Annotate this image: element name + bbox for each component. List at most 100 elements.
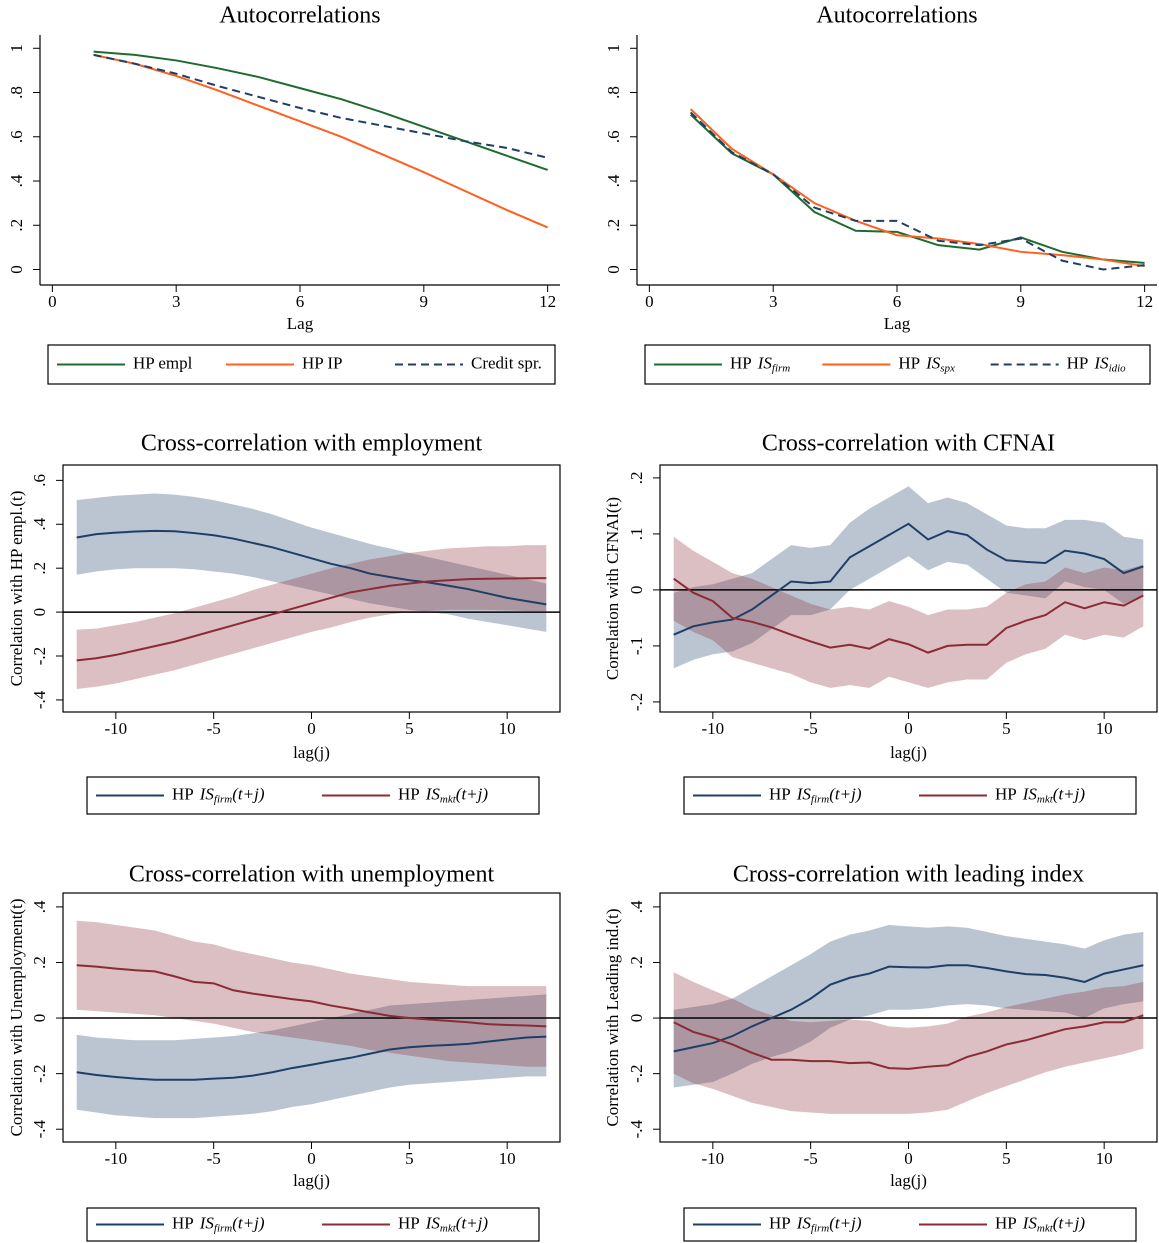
chart-title: Cross-correlation with employment bbox=[141, 431, 483, 457]
y-tick-label: .2 bbox=[30, 562, 49, 575]
y-tick-label: .2 bbox=[627, 956, 646, 969]
legend-suffix: (t+j) bbox=[232, 784, 265, 803]
y-tick-label: -.2 bbox=[30, 1064, 49, 1082]
legend-name: HP bbox=[1067, 353, 1089, 372]
legend-entry: HP ISspx bbox=[898, 353, 955, 374]
legend-entry: HP empl bbox=[133, 353, 193, 372]
confidence-band bbox=[76, 994, 547, 1119]
legend-entry: Credit spr. bbox=[471, 353, 542, 372]
legend-subscript: mkt bbox=[440, 793, 457, 805]
legend-name: HP empl bbox=[133, 353, 193, 372]
series-line bbox=[76, 529, 547, 606]
series-line bbox=[93, 50, 548, 171]
y-tick-label: 0 bbox=[30, 1014, 49, 1023]
x-tick-label: -10 bbox=[701, 1149, 724, 1168]
series-line bbox=[76, 964, 547, 1028]
series-line bbox=[76, 577, 547, 662]
legend-entry: HP IP bbox=[302, 353, 342, 372]
confidence-band bbox=[673, 924, 1144, 1088]
x-tick-label: -10 bbox=[104, 719, 127, 738]
x-axis-label: Lag bbox=[287, 314, 314, 333]
legend-variable: IS bbox=[757, 353, 773, 372]
x-tick-label: 0 bbox=[904, 1149, 913, 1168]
x-tick-label: -10 bbox=[104, 1149, 127, 1168]
x-tick-label: 10 bbox=[1096, 1149, 1113, 1168]
x-tick-label: 3 bbox=[172, 292, 181, 311]
legend-subscript: idio bbox=[1109, 362, 1127, 374]
x-tick-label: 0 bbox=[904, 719, 913, 738]
legend-variable: IS bbox=[425, 1213, 441, 1232]
y-tick-label: .6 bbox=[604, 130, 623, 143]
legend-name: Credit spr. bbox=[471, 353, 542, 372]
y-axis-label: Correlation with CFNAI(t) bbox=[603, 497, 622, 680]
y-tick-label: .4 bbox=[30, 900, 49, 913]
series-line bbox=[93, 53, 549, 229]
x-tick-label: -10 bbox=[701, 719, 724, 738]
y-axis-label: Correlation with HP empl.(t) bbox=[7, 491, 26, 687]
x-axis-label: lag(j) bbox=[293, 743, 330, 762]
series-line bbox=[689, 111, 1145, 271]
y-tick-label: .4 bbox=[604, 174, 623, 187]
legend-subscript: mkt bbox=[1037, 1222, 1054, 1234]
legend-variable: IS bbox=[796, 784, 812, 803]
y-tick-label: 0 bbox=[7, 265, 26, 274]
x-tick-label: 9 bbox=[420, 292, 429, 311]
legend-subscript: firm bbox=[214, 793, 232, 805]
y-tick-label: .2 bbox=[627, 472, 646, 485]
confidence-band bbox=[673, 486, 1144, 669]
y-tick-label: .4 bbox=[30, 517, 49, 530]
y-tick-label: 1 bbox=[7, 44, 26, 53]
y-tick-label: -.2 bbox=[627, 1064, 646, 1082]
chart-title: Autocorrelations bbox=[219, 3, 380, 29]
series-line bbox=[689, 108, 1145, 268]
y-tick-label: -.1 bbox=[627, 637, 646, 655]
legend-variable: IS bbox=[1022, 1213, 1038, 1232]
y-axis-label: Correlation with Unemployment(t) bbox=[7, 899, 26, 1137]
confidence-band bbox=[76, 493, 547, 632]
x-tick-label: 10 bbox=[499, 719, 516, 738]
legend-suffix: (t+j) bbox=[829, 784, 862, 803]
chart-title: Cross-correlation with unemployment bbox=[129, 862, 495, 888]
legend-variable: IS bbox=[1022, 784, 1038, 803]
legend-entry: HP ISfirm bbox=[730, 353, 790, 374]
legend-name: HP bbox=[898, 353, 920, 372]
legend-entry: HP ISfirm(t+j) bbox=[172, 1213, 265, 1234]
y-tick-label: 0 bbox=[604, 265, 623, 274]
y-tick-label: .4 bbox=[627, 900, 646, 913]
legend-subscript: mkt bbox=[1037, 793, 1054, 805]
legend-name: HP bbox=[730, 353, 752, 372]
chart-title: Cross-correlation with leading index bbox=[733, 862, 1084, 888]
x-tick-label: 6 bbox=[296, 292, 305, 311]
legend-variable: IS bbox=[796, 1213, 812, 1232]
x-tick-label: 0 bbox=[307, 1149, 316, 1168]
legend-suffix: (t+j) bbox=[456, 1213, 489, 1232]
legend-entry: HP ISfirm(t+j) bbox=[769, 784, 862, 805]
x-tick-label: 12 bbox=[1136, 292, 1153, 311]
y-tick-label: -.4 bbox=[30, 1120, 49, 1139]
legend-entry: HP ISmkt(t+j) bbox=[995, 784, 1085, 805]
chart-title: Autocorrelations bbox=[816, 3, 977, 29]
legend-subscript: spx bbox=[940, 362, 955, 374]
y-tick-label: .8 bbox=[7, 86, 26, 99]
legend-name: HP bbox=[995, 784, 1017, 803]
legend-name: HP bbox=[769, 1213, 791, 1232]
legend-entry: HP ISidio bbox=[1067, 353, 1127, 374]
x-tick-label: 6 bbox=[893, 292, 902, 311]
legend-entry: HP ISfirm(t+j) bbox=[769, 1213, 862, 1234]
x-axis-label: lag(j) bbox=[293, 1171, 330, 1190]
y-tick-label: 0 bbox=[627, 1014, 646, 1023]
y-tick-label: -.4 bbox=[627, 1120, 646, 1139]
x-tick-label: 5 bbox=[1002, 1149, 1011, 1168]
confidence-band bbox=[673, 536, 1144, 688]
series-line bbox=[76, 1035, 547, 1081]
legend-name: HP bbox=[398, 1213, 420, 1232]
y-tick-label: -.4 bbox=[30, 690, 49, 709]
y-tick-label: .6 bbox=[30, 474, 49, 487]
legend-name: HP bbox=[172, 784, 194, 803]
y-tick-label: 1 bbox=[604, 44, 623, 53]
chart-title: Cross-correlation with CFNAI bbox=[762, 431, 1055, 457]
confidence-band bbox=[76, 920, 547, 1067]
legend-name: HP bbox=[398, 784, 420, 803]
